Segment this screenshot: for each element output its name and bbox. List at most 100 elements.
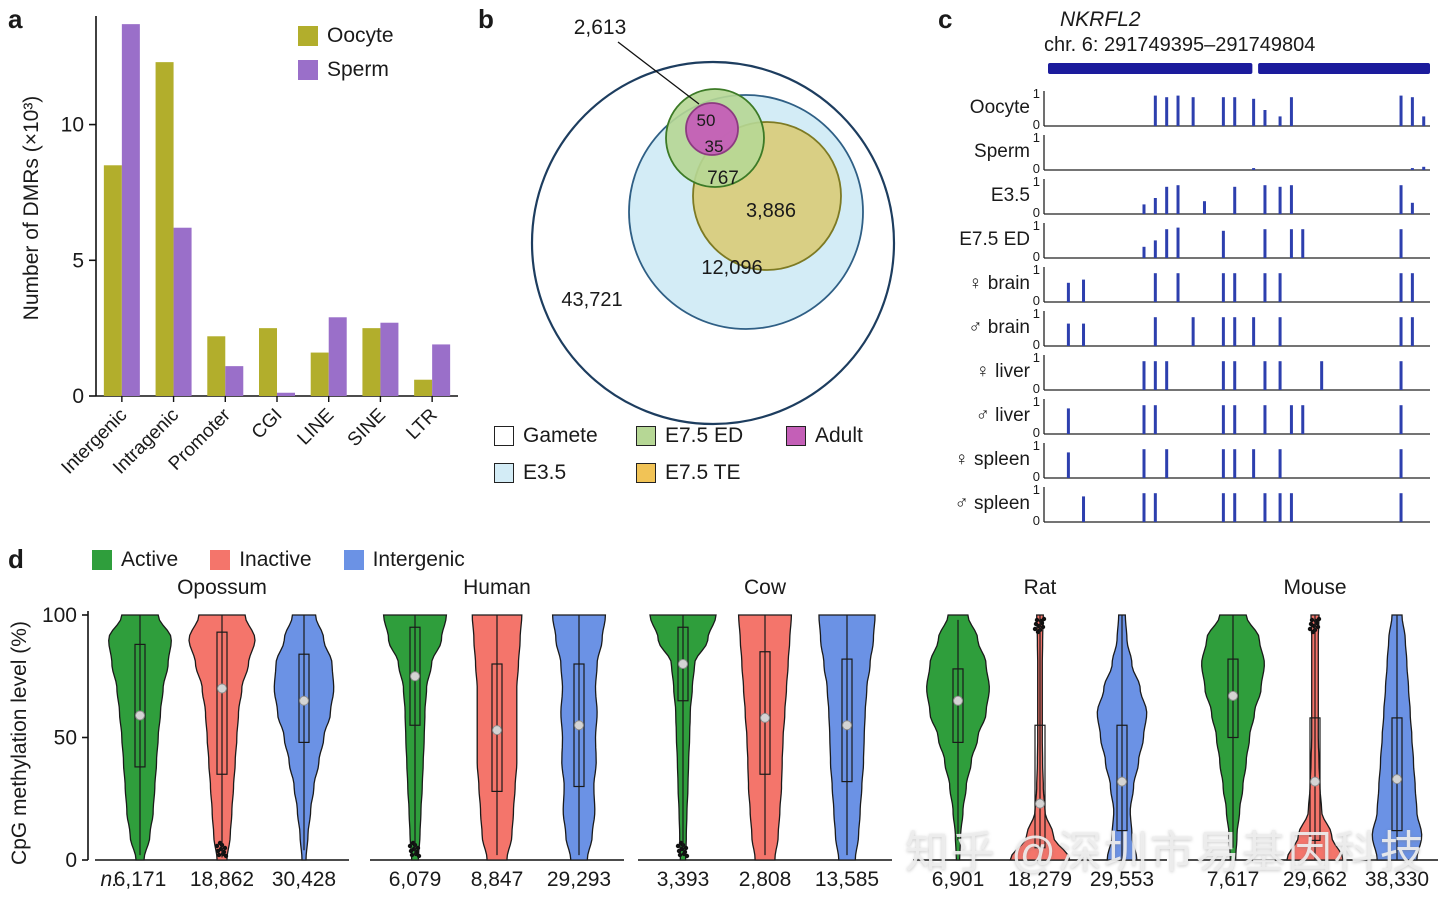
legend-item-e7-5-ed: E7.5 ED <box>636 424 786 448</box>
legend-label: E7.5 TE <box>665 461 741 484</box>
legend-item-oocyte: Oocyte <box>298 24 394 48</box>
track-plot-♂ brain: 10 <box>1033 306 1430 352</box>
n-value: 29,662 <box>1283 868 1347 891</box>
svg-text:50: 50 <box>54 727 77 750</box>
legend-item-e3-5: E3.5 <box>494 461 636 485</box>
cpg-bar <box>1422 166 1426 170</box>
outlier-dot <box>1308 621 1314 627</box>
cpg-bar <box>1399 361 1403 390</box>
panel-b-label: b <box>478 4 494 34</box>
svg-text:1: 1 <box>1033 262 1040 277</box>
legend-label: Inactive <box>239 548 312 571</box>
bar-oocyte-SINE <box>362 328 381 396</box>
legend-swatch <box>636 426 656 446</box>
median-dot <box>1035 798 1045 809</box>
cpg-bar <box>1153 95 1157 126</box>
violin-box <box>491 663 503 793</box>
cpg-bar <box>1289 493 1293 522</box>
bar-sperm-Intragenic <box>173 227 192 396</box>
cpg-bar <box>1289 405 1293 434</box>
outlier-dot <box>676 848 682 854</box>
violin-box <box>841 658 853 783</box>
cpg-bar <box>1278 116 1282 126</box>
svg-text:5: 5 <box>72 249 84 272</box>
n-value: 6,079 <box>389 868 442 891</box>
track-row-label: ♂ liver <box>975 405 1030 426</box>
legend-swatch <box>298 26 318 46</box>
legend-label: Gamete <box>523 424 598 447</box>
median-dot <box>299 695 309 706</box>
cpg-bar <box>1410 202 1414 214</box>
track-row: ♀ spleen 1 0 <box>930 438 1440 484</box>
track-plot-E7.5 ED: 10 <box>1033 218 1430 264</box>
legend-item-inactive: Inactive <box>210 548 312 572</box>
venn-callout-line <box>617 41 700 105</box>
cpg-bar <box>1289 229 1293 258</box>
cpg-bar <box>1191 97 1195 126</box>
n-value: 2,808 <box>739 868 792 891</box>
svg-text:SINE: SINE <box>344 405 390 451</box>
panel-d-label: d <box>8 544 24 574</box>
panel-c-label: c <box>938 4 953 34</box>
track-row: ♂ brain 1 0 <box>930 306 1440 352</box>
track-row-label: Oocyte <box>969 97 1030 118</box>
cpg-bar <box>1263 229 1267 258</box>
dmr-legend: Oocyte Sperm <box>298 24 394 82</box>
cpg-bar <box>1221 273 1225 302</box>
svg-text:100: 100 <box>42 604 77 627</box>
cpg-bar <box>1278 449 1282 478</box>
outlier-dot <box>217 840 223 846</box>
outlier-dot <box>683 845 689 851</box>
bar-sperm-Promoter <box>225 366 244 396</box>
species-title-Human: Human <box>463 576 531 599</box>
bar-oocyte-Intragenic <box>155 62 174 397</box>
median-dot <box>492 725 502 736</box>
track-row-label: ♀ liver <box>975 361 1030 382</box>
bar-sperm-LINE <box>328 317 347 396</box>
legend-item-intergenic: Intergenic <box>343 548 465 572</box>
violin-box <box>759 651 771 775</box>
svg-text:0: 0 <box>1033 425 1040 440</box>
cpg-bar <box>1221 361 1225 390</box>
legend-label: E7.5 ED <box>665 424 744 447</box>
svg-text:0: 0 <box>1033 117 1040 132</box>
cpg-bar <box>1252 168 1256 170</box>
legend-item-sperm: Sperm <box>298 58 394 82</box>
cpg-bar <box>1233 449 1237 478</box>
venn-circle-adult <box>685 102 739 156</box>
cpg-bar <box>1399 449 1403 478</box>
track-plot-Oocyte: 10 <box>1033 86 1430 132</box>
legend-swatch <box>494 463 514 483</box>
cpg-bar <box>1233 493 1237 522</box>
bar-oocyte-LTR <box>414 379 433 396</box>
gene-bar-segment <box>1048 63 1253 74</box>
cpg-bar <box>1399 405 1403 434</box>
violin-box <box>1309 717 1321 841</box>
median-dot <box>135 710 145 721</box>
track-row: ♀ liver 1 0 <box>930 350 1440 396</box>
svg-text:1: 1 <box>1033 174 1040 189</box>
track-plot-♂ liver: 10 <box>1033 394 1430 440</box>
violin-box <box>134 643 146 768</box>
cpg-bar <box>1263 110 1267 126</box>
svg-text:0: 0 <box>65 849 77 872</box>
gene-coordinates: chr. 6: 291749395–291749804 <box>1044 34 1316 56</box>
svg-text:0: 0 <box>1033 249 1040 264</box>
cpg-bar <box>1399 185 1403 214</box>
cpg-bar <box>1142 493 1146 522</box>
bar-oocyte-CGI <box>259 328 277 396</box>
n-prefix: n: <box>100 868 118 891</box>
median-dot <box>410 671 420 682</box>
bar-sperm-SINE <box>380 322 399 396</box>
cpg-bar <box>1410 97 1414 126</box>
cpg-bar <box>1165 229 1169 258</box>
legend-label: Oocyte <box>327 24 394 47</box>
svg-text:0: 0 <box>1033 513 1040 528</box>
cpg-bar <box>1142 204 1146 214</box>
track-plot-♀ brain: 10 <box>1033 262 1430 308</box>
cpg-bar <box>1399 493 1403 522</box>
track-row: E7.5 ED 1 0 <box>930 218 1440 264</box>
svg-text:1: 1 <box>1033 306 1040 321</box>
svg-text:LINE: LINE <box>294 405 339 450</box>
median-dot <box>1310 776 1320 787</box>
